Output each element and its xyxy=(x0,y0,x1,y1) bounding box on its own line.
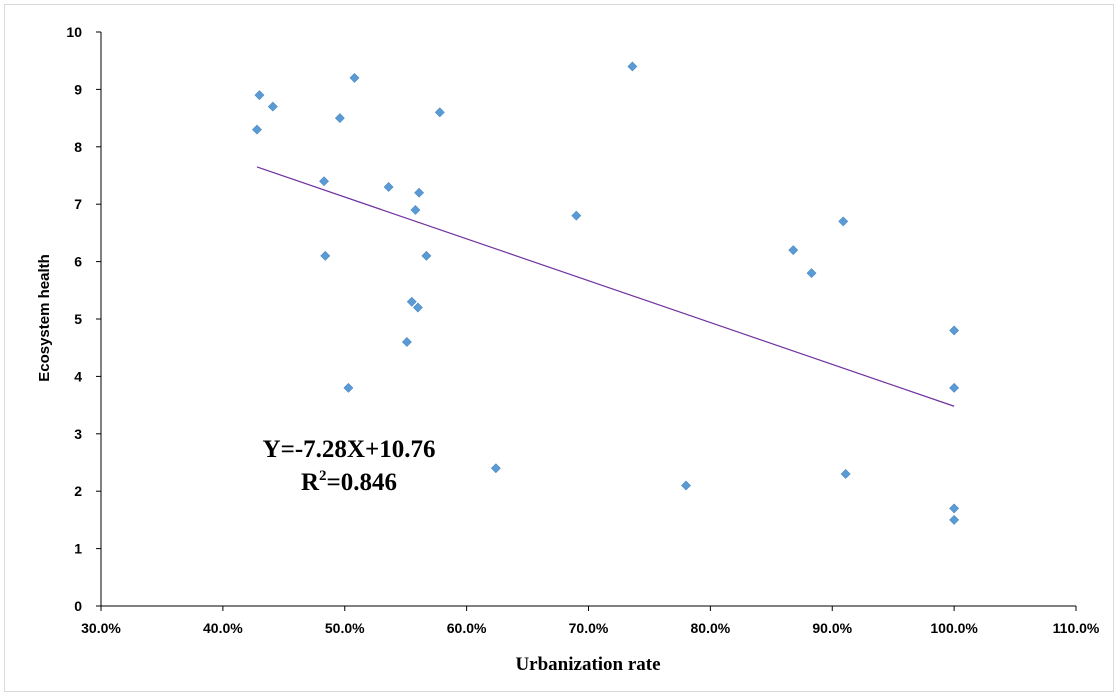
trendline xyxy=(256,166,955,407)
data-point xyxy=(406,296,417,307)
y-axis-title: Ecosystem health xyxy=(36,254,53,382)
y-tick-label: 4 xyxy=(74,368,82,384)
data-point xyxy=(319,176,329,187)
data-point xyxy=(571,210,582,221)
x-tick-label: 30.0% xyxy=(81,620,121,636)
data-point xyxy=(334,113,345,124)
data-point xyxy=(840,469,851,479)
data-point xyxy=(949,382,960,393)
data-point xyxy=(343,382,354,393)
data-point xyxy=(806,268,817,279)
r-squared-value: =0.846 xyxy=(327,469,398,496)
axes xyxy=(100,32,1076,607)
r-squared-prefix: R xyxy=(301,469,320,496)
y-tick-group: 0 1 2 3 4 5 6 7 8 9 10 xyxy=(66,24,101,614)
data-point xyxy=(949,503,960,514)
data-point xyxy=(434,107,445,118)
data-point xyxy=(421,250,432,261)
data-point xyxy=(949,325,960,336)
x-tick-label: 100.0% xyxy=(930,620,978,636)
y-tick-label: 0 xyxy=(74,598,82,614)
x-tick-label: 110.0% xyxy=(1053,620,1100,636)
data-point xyxy=(320,250,331,261)
x-tick-label: 80.0% xyxy=(691,620,731,636)
y-tick-label: 7 xyxy=(74,196,82,212)
data-point xyxy=(414,187,425,198)
x-axis-title: Urbanization rate xyxy=(515,654,660,675)
data-point xyxy=(254,90,265,101)
data-point xyxy=(949,514,960,525)
data-point xyxy=(412,302,423,313)
data-point xyxy=(490,463,501,474)
data-point xyxy=(401,337,412,347)
data-point xyxy=(252,124,262,135)
data-point xyxy=(267,101,278,112)
y-tick-label: 1 xyxy=(74,541,82,557)
data-point xyxy=(410,205,421,215)
data-point xyxy=(349,72,360,83)
data-point xyxy=(838,216,849,227)
y-tick-label: 9 xyxy=(74,81,82,97)
y-tick-label: 3 xyxy=(74,426,82,442)
x-tick-label: 40.0% xyxy=(203,620,243,636)
r-squared-superscript: 2 xyxy=(319,468,327,484)
trendline-group xyxy=(256,166,955,407)
r-squared-label: R2=0.846 xyxy=(301,468,397,496)
y-tick-label: 2 xyxy=(74,483,82,499)
data-point xyxy=(383,182,394,192)
data-point xyxy=(788,245,799,256)
y-tick-label: 10 xyxy=(66,24,82,40)
y-tick-label: 5 xyxy=(74,311,82,327)
y-tick-label: 8 xyxy=(74,139,82,155)
x-tick-group: 30.0% 40.0% 50.0% 60.0% 70.0% 80.0% 90.0% 100.0… xyxy=(81,606,1100,636)
regression-equation: Y=-7.28X+10.76 xyxy=(263,436,436,463)
x-tick-label: 50.0% xyxy=(325,620,365,636)
x-tick-label: 90.0% xyxy=(812,620,852,636)
x-tick-label: 60.0% xyxy=(447,620,487,636)
data-point xyxy=(627,61,638,72)
chart-frame xyxy=(4,4,1114,692)
points-group xyxy=(252,61,960,525)
y-tick-label: 6 xyxy=(74,254,82,270)
data-point xyxy=(681,480,691,491)
x-tick-label: 70.0% xyxy=(569,620,609,636)
